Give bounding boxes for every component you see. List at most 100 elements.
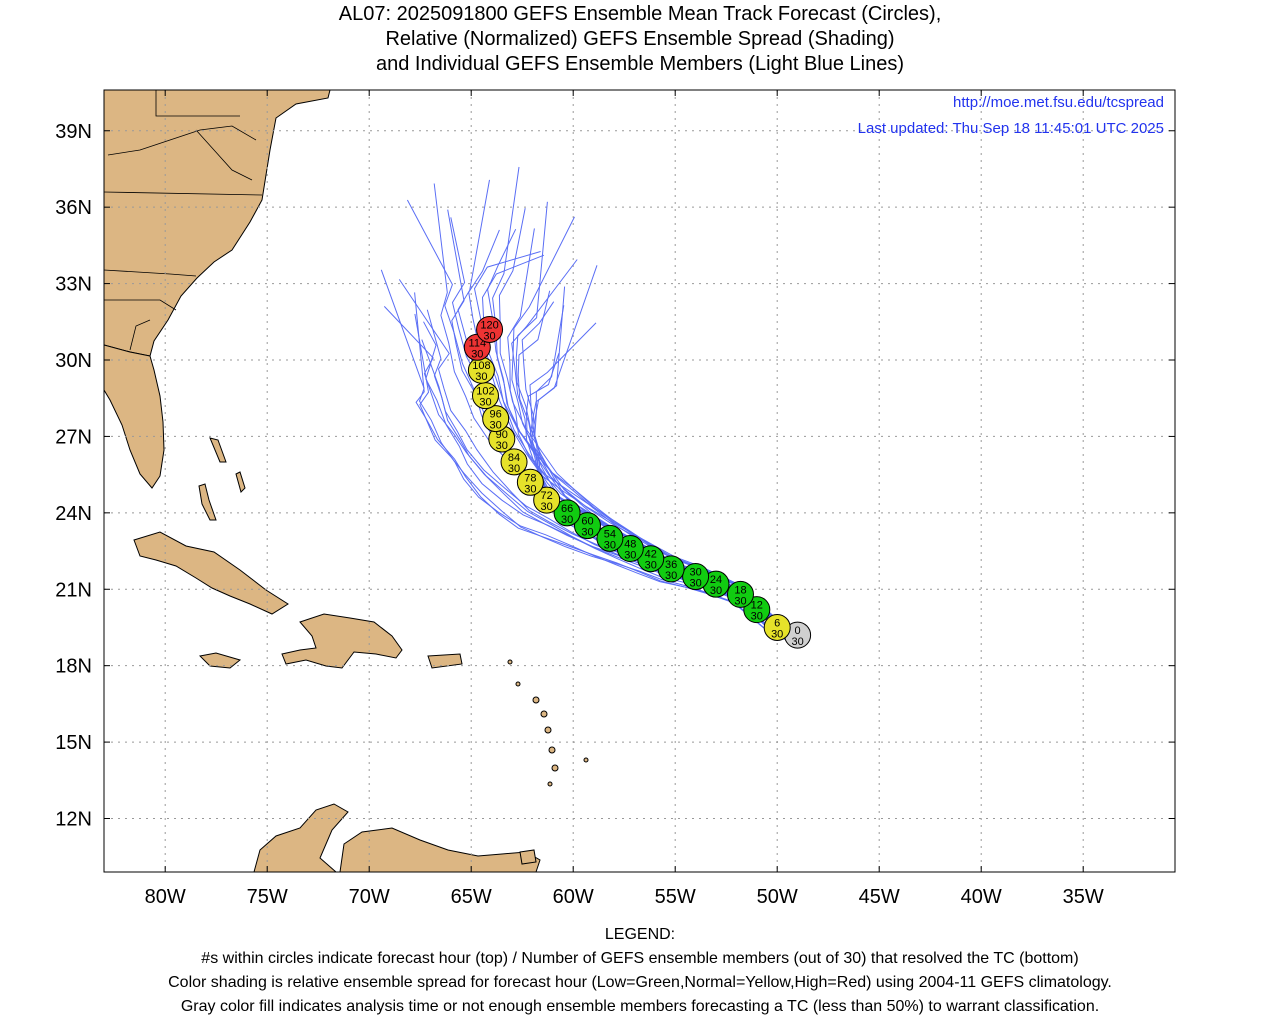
trinidad	[519, 849, 537, 865]
title-line-1: AL07: 2025091800 GEFS Ensemble Mean Trac…	[338, 3, 942, 25]
member-count-label: 30	[624, 550, 636, 562]
forecast-circle	[500, 448, 528, 476]
forecast-hour-label: 120	[480, 319, 498, 331]
lat-label: 30N	[55, 350, 92, 372]
forecast-circle	[596, 524, 624, 552]
jamaica	[198, 652, 242, 669]
lon-label: 75W	[247, 886, 288, 908]
lat-label: 39N	[55, 121, 92, 143]
forecast-circle	[533, 486, 561, 514]
forecast-circle	[682, 563, 710, 591]
lat-label: 21N	[55, 579, 92, 601]
lon-label: 55W	[655, 886, 696, 908]
lon-label: 50W	[757, 886, 798, 908]
member-count-label: 30	[665, 570, 677, 582]
land-masses	[104, 90, 589, 872]
caribbean-islet	[583, 757, 589, 763]
forecast-hour-label: 84	[508, 452, 520, 464]
south-america-coast	[253, 803, 349, 872]
forecast-hour-label: 78	[524, 472, 536, 484]
member-count-label: 30	[734, 595, 746, 607]
member-count-label: 30	[561, 514, 573, 526]
forecast-point: 030	[784, 621, 812, 649]
member-count-label: 30	[604, 539, 616, 551]
member-count-label: 30	[475, 371, 487, 383]
forecast-hour-label: 66	[561, 503, 573, 515]
caribbean-islet	[544, 726, 552, 734]
bahamas-island	[235, 471, 246, 493]
member-count-label: 30	[791, 636, 803, 648]
forecast-hour-label: 54	[604, 528, 616, 540]
forecast-hour-label: 18	[734, 584, 746, 596]
forecast-hour-label: 6	[774, 617, 780, 629]
caribbean-islet	[548, 746, 556, 754]
forecast-hour-label: 60	[581, 516, 593, 528]
member-count-label: 30	[508, 463, 520, 475]
lon-label: 40W	[961, 886, 1002, 908]
member-count-label: 30	[689, 578, 701, 590]
forecast-circle	[516, 468, 544, 496]
member-count-label: 30	[751, 611, 763, 623]
puerto-rico	[427, 653, 463, 669]
legend-line-2: Color shading is relative ensemble sprea…	[168, 974, 1112, 991]
forecast-hour-label: 0	[795, 625, 801, 637]
forecast-circle	[726, 580, 754, 608]
track-map: 0306301230183024303030363042304830543060…	[55, 89, 1176, 908]
lon-label: 60W	[553, 886, 594, 908]
legend-line-3: Gray color fill indicates analysis time …	[180, 998, 1100, 1015]
caribbean-islet	[551, 764, 559, 772]
hispaniola	[281, 613, 403, 669]
forecast-hour-label: 96	[490, 409, 502, 421]
forecast-hour-label: 72	[541, 490, 553, 502]
lat-label: 18N	[55, 656, 92, 678]
forecast-circle	[476, 315, 504, 343]
ensemble-member-track	[414, 292, 793, 643]
lon-label: 70W	[349, 886, 390, 908]
member-count-label: 30	[524, 483, 536, 495]
ensemble-member-track	[380, 269, 793, 643]
member-count-label: 30	[710, 585, 722, 597]
south-america-coast	[339, 827, 541, 872]
forecast-hour-label: 12	[751, 600, 763, 612]
forecast-circle	[553, 499, 581, 527]
member-count-label: 30	[581, 527, 593, 539]
map-frame	[103, 89, 1176, 873]
bahamas-island	[198, 483, 217, 521]
lat-label: 24N	[55, 503, 92, 525]
caribbean-islet	[515, 681, 521, 687]
lon-label: 45W	[859, 886, 900, 908]
member-count-label: 30	[496, 440, 508, 452]
forecast-circles: 0306301230183024303030363042304830543060…	[463, 315, 812, 649]
cuba	[133, 531, 289, 615]
member-count-label: 30	[490, 420, 502, 432]
forecast-hour-label: 108	[472, 360, 490, 372]
state-borders	[104, 90, 263, 351]
forecast-hour-label: 24	[710, 574, 722, 586]
ocean-background	[104, 90, 1175, 872]
florida-peninsula	[104, 344, 165, 489]
member-count-label: 30	[483, 330, 495, 342]
caribbean-islet	[540, 710, 548, 718]
forecast-circle	[763, 613, 791, 641]
longitude-labels: 80W 75W 70W 65W 60W 55W 50W 45W 40W 35W	[145, 886, 1104, 908]
forecast-circle	[482, 405, 510, 433]
caribbean-islet	[532, 696, 540, 704]
forecast-hour-label: 102	[476, 386, 494, 398]
lon-label: 35W	[1063, 886, 1104, 908]
credit-url-link[interactable]: http://moe.met.fsu.edu/tcspread	[953, 94, 1164, 111]
forecast-hour-label: 90	[496, 429, 508, 441]
forecast-circle	[573, 512, 601, 540]
axis-ticks	[104, 90, 1175, 872]
